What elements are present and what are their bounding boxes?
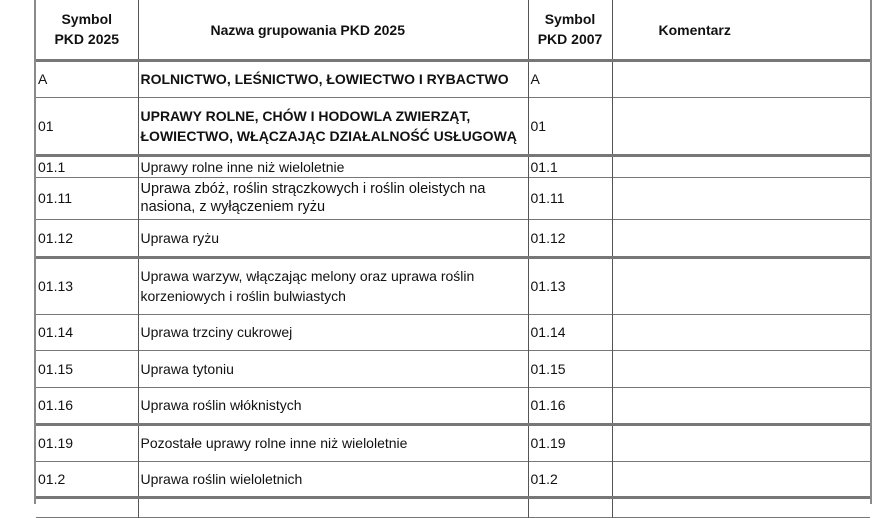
comment — [611, 387, 870, 424]
symbol-pkd-2007: 01.1 — [527, 155, 612, 177]
group-name: UPRAWY ROLNE, CHÓW I HODOWLA ZWIERZĄT, Ł… — [137, 97, 528, 155]
comment — [611, 461, 870, 497]
table-row: A ROLNICTWO, LEŚNICTWO, ŁOWIECTWO I RYBAC… — [36, 60, 870, 97]
comment — [611, 350, 870, 387]
table-row: 01.12 Uprawa ryżu 01.12 — [36, 219, 870, 257]
symbol-pkd-2025: 01.1 — [38, 158, 66, 175]
group-name: Uprawa roślin włóknistych — [137, 387, 528, 424]
table-row: 01.16 Uprawa roślin włóknistych 01.16 — [36, 387, 870, 424]
group-name: Uprawa roślin wieloletnich — [137, 461, 528, 497]
symbol-pkd-2007: 01.11 — [527, 177, 612, 219]
table-row: 01.19 Pozostałe uprawy rolne inne niż wie… — [36, 424, 870, 461]
table-row: 01.2 Uprawa roślin wieloletnich 01.2 — [36, 461, 870, 497]
symbol-pkd-2025: 01.11 — [38, 190, 72, 206]
header-symbol-2025: Symbol PKD 2025 — [54, 11, 120, 48]
group-name: Uprawa warzyw, włączając melony oraz upr… — [137, 257, 528, 314]
header-comment: Komentarz — [611, 0, 870, 60]
table-row: 01.15 Uprawa tytoniu 01.15 — [36, 350, 870, 387]
symbol-pkd-2025: 01.15 — [38, 360, 74, 377]
table-row: 01.13 Uprawa warzyw, włączając melony ora… — [36, 257, 870, 314]
comment — [611, 257, 870, 314]
symbol-pkd-2007: 01.14 — [527, 314, 612, 350]
header-symbol-2007: Symbol PKD 2007 — [527, 0, 612, 60]
symbol-pkd-2007: A — [527, 60, 612, 97]
comment — [611, 155, 870, 177]
symbol-pkd-2025: 01.14 — [38, 324, 74, 340]
symbol-pkd-2025: 01.12 — [38, 229, 74, 246]
symbol-pkd-2007: 01.15 — [527, 350, 612, 387]
group-name: Uprawa ryżu — [137, 219, 528, 257]
symbol-pkd-2025: 01.19 — [38, 435, 74, 451]
symbol-pkd-2007: 01.2 — [527, 461, 612, 497]
comment — [611, 219, 870, 257]
pkd-table: Symbol PKD 2025 Nazwa grupowania PKD 202… — [36, 0, 870, 518]
symbol-pkd-2025: 01.2 — [38, 470, 66, 487]
table-row: 01 UPRAWY ROLNE, CHÓW I HODOWLA ZWIERZĄT,… — [36, 97, 870, 155]
document-page: Symbol PKD 2025 Nazwa grupowania PKD 202… — [34, 0, 872, 517]
table-row: 01.11 Uprawa zbóż, roślin strączkowych i … — [36, 177, 870, 219]
group-name: Uprawa trzciny cukrowej — [137, 314, 528, 350]
comment — [611, 177, 870, 219]
comment — [611, 314, 870, 350]
table-row: 01.1 Uprawy rolne inne niż wieloletnie 01.… — [36, 155, 870, 177]
group-name: Uprawy rolne inne niż wieloletnie — [137, 155, 528, 177]
group-name: ROLNICTWO, LEŚNICTWO, ŁOWIECTWO I RYBACT… — [137, 60, 528, 97]
group-name: Uprawa zbóż, roślin strączkowych i rośli… — [137, 177, 528, 219]
symbol-pkd-2007: 01 — [527, 97, 612, 155]
symbol-pkd-2007: 01.19 — [527, 424, 612, 461]
comment — [611, 424, 870, 461]
comment — [611, 97, 870, 155]
symbol-pkd-2025: 01 — [38, 117, 54, 134]
symbol-pkd-2025: A — [38, 71, 48, 87]
header-name: Nazwa grupowania PKD 2025 — [137, 0, 528, 60]
table-header-row: Symbol PKD 2025 Nazwa grupowania PKD 202… — [36, 0, 870, 60]
symbol-pkd-2007: 01.13 — [527, 257, 612, 314]
table-row: 01.14 Uprawa trzciny cukrowej 01.14 — [36, 314, 870, 350]
symbol-pkd-2025: 01.13 — [38, 278, 74, 294]
symbol-pkd-2025: 01.16 — [38, 397, 74, 413]
comment — [611, 60, 870, 97]
table-row-partial — [36, 497, 870, 517]
symbol-pkd-2007: 01.16 — [527, 387, 612, 424]
group-name: Uprawa tytoniu — [137, 350, 528, 387]
group-name: Pozostałe uprawy rolne inne niż wielolet… — [137, 424, 528, 461]
symbol-pkd-2007: 01.12 — [527, 219, 612, 257]
